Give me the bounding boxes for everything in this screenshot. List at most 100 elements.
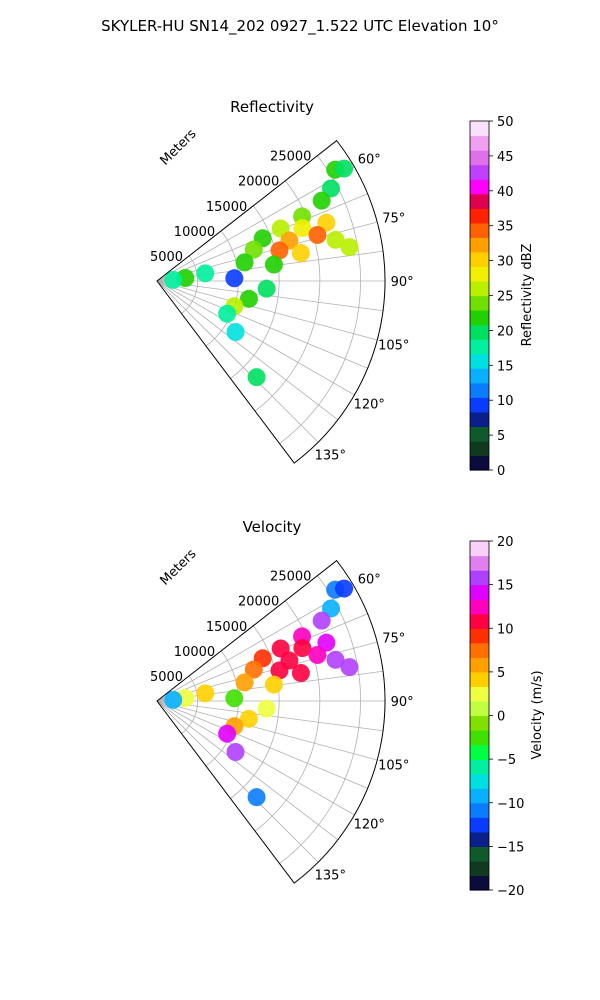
velocity-angle-tick-label: 120°	[354, 818, 385, 833]
velocity-radial-tick-label: 10000	[174, 645, 215, 660]
reflectivity-colorbar-tick-label: 10	[497, 394, 514, 409]
velocity-echo-cell	[257, 699, 276, 718]
velocity-colorbar-segment	[470, 584, 489, 600]
reflectivity-radial-ticks: 5000 10000 15000 20000 25000	[150, 150, 311, 265]
reflectivity-sector-frame	[156, 139, 386, 464]
reflectivity-radial-tick-label: 10000	[174, 225, 215, 240]
reflectivity-panel: Reflectivity 5000 10000 15000 20000 25000 60…	[150, 98, 535, 479]
velocity-echo-cell	[225, 689, 244, 708]
reflectivity-echo-cell	[270, 241, 289, 260]
velocity-colorbar-segment	[470, 744, 489, 760]
velocity-colorbar-segment	[470, 860, 489, 877]
reflectivity-grid	[156, 155, 385, 444]
velocity-echo-cell	[239, 709, 258, 728]
velocity-colorbar-segment	[470, 759, 489, 775]
reflectivity-colorbar-segment	[470, 397, 489, 413]
reflectivity-echo-cell	[244, 240, 263, 259]
velocity-echo-cell	[244, 660, 263, 679]
velocity-colorbar-segment	[470, 686, 489, 702]
velocity-sector-frame	[156, 559, 386, 884]
velocity-colorbar-tick-label: −10	[497, 797, 524, 812]
reflectivity-azimuth-spoke	[156, 221, 378, 282]
velocity-echo-cell	[335, 579, 354, 598]
reflectivity-radial-tick-label: 5000	[150, 250, 183, 265]
reflectivity-colorbar-segment	[470, 353, 489, 369]
reflectivity-colorbar-segment	[470, 222, 489, 238]
velocity-colorbar-segment	[470, 831, 489, 847]
velocity-echo-cell	[218, 724, 237, 743]
reflectivity-colorbar-tick-label: 40	[497, 185, 514, 200]
velocity-colorbar-segment	[470, 788, 489, 804]
velocity-colorbar-tick-label: 10	[497, 622, 514, 637]
reflectivity-angle-tick-label: 120°	[354, 398, 385, 413]
velocity-colorbar-segment	[470, 671, 489, 688]
velocity-colorbar-segment	[470, 730, 489, 746]
velocity-colorbar-segment	[470, 802, 489, 818]
velocity-colorbar-segment	[470, 570, 489, 586]
velocity-colorbar-segment	[470, 599, 489, 615]
velocity-angle-tick-label: 90°	[391, 695, 414, 710]
reflectivity-angle-tick-label: 60°	[358, 152, 381, 167]
reflectivity-echo-cell	[164, 270, 183, 289]
velocity-azimuth-spoke	[156, 700, 355, 816]
reflectivity-colorbar-segment	[470, 310, 489, 326]
reflectivity-echo-cell	[235, 253, 254, 272]
velocity-radial-label: Meters	[158, 546, 200, 588]
velocity-colorbar-tick-label: −20	[497, 884, 524, 899]
reflectivity-azimuth-spoke	[156, 280, 355, 396]
reflectivity-colorbar-segment	[470, 150, 489, 166]
reflectivity-echo-cell	[340, 238, 359, 257]
reflectivity-angle-tick-label: 105°	[378, 338, 409, 353]
velocity-colorbar-tick-label: 5	[497, 666, 505, 681]
velocity-echo-cell	[308, 645, 327, 664]
reflectivity-colorbar-tick-label: 5	[497, 429, 505, 444]
velocity-radial-tick-label: 5000	[150, 670, 183, 685]
reflectivity-colorbar-tick-label: 35	[497, 220, 514, 235]
velocity-radial-tick-label: 25000	[270, 570, 311, 585]
velocity-colorbar-segment	[470, 875, 489, 891]
reflectivity-angle-ticks: 60° 75° 90° 105° 120° 135°	[315, 152, 414, 463]
reflectivity-echoes	[164, 159, 359, 387]
velocity-echo-cell	[196, 684, 215, 703]
reflectivity-radial-tick-label: 20000	[238, 175, 279, 190]
velocity-echo-cell	[235, 673, 254, 692]
velocity-colorbar-segment	[470, 642, 489, 658]
reflectivity-colorbar-segment	[470, 368, 489, 384]
velocity-colorbar-label: Velocity (m/s)	[530, 670, 545, 759]
velocity-azimuth-spoke	[156, 700, 378, 761]
velocity-echo-cell	[247, 788, 266, 807]
velocity-echo-cell	[164, 690, 183, 709]
velocity-colorbar-tick-label: 15	[497, 579, 514, 594]
velocity-echo-cell	[321, 599, 340, 618]
velocity-azimuth-spoke	[156, 641, 378, 702]
reflectivity-azimuth-spoke	[156, 280, 339, 421]
reflectivity-colorbar-segment	[470, 193, 489, 209]
velocity-panel: Velocity 5000 10000 15000 20000 25000 60° 75°…	[150, 518, 545, 899]
reflectivity-colorbar-segment	[470, 411, 489, 427]
reflectivity-colorbar-tick-label: 0	[497, 464, 505, 479]
velocity-radial-tick-label: 15000	[206, 620, 247, 635]
reflectivity-colorbar-segment	[470, 455, 489, 471]
velocity-echo-cell	[226, 743, 245, 762]
reflectivity-echo-cell	[225, 269, 244, 288]
velocity-angle-tick-label: 60°	[358, 572, 381, 587]
reflectivity-echo-cell	[226, 323, 245, 342]
reflectivity-colorbar-segment	[470, 251, 489, 268]
velocity-colorbar-tick-label: −5	[497, 753, 516, 768]
velocity-colorbar: −20 −15 −10 −5 0 5 10 15 20	[469, 535, 524, 899]
velocity-colorbar-segment	[470, 541, 489, 557]
reflectivity-colorbar-segment	[470, 295, 489, 311]
reflectivity-angle-tick-label: 75°	[382, 212, 405, 227]
reflectivity-colorbar-segment	[470, 121, 489, 137]
velocity-azimuth-spoke	[156, 700, 319, 863]
velocity-title: Velocity	[243, 518, 302, 536]
reflectivity-echo-cell	[321, 179, 340, 198]
reflectivity-azimuth-spoke	[156, 280, 319, 443]
reflectivity-colorbar-segment	[470, 135, 489, 151]
velocity-echo-cell	[326, 650, 345, 669]
reflectivity-colorbar: 0 5 10 15 20 25 30 35 40 45 50	[469, 115, 514, 479]
reflectivity-echo-cell	[293, 219, 312, 238]
velocity-echo-cell	[293, 639, 312, 658]
reflectivity-colorbar-segment	[470, 382, 489, 398]
reflectivity-colorbar-tick-label: 15	[497, 359, 514, 374]
